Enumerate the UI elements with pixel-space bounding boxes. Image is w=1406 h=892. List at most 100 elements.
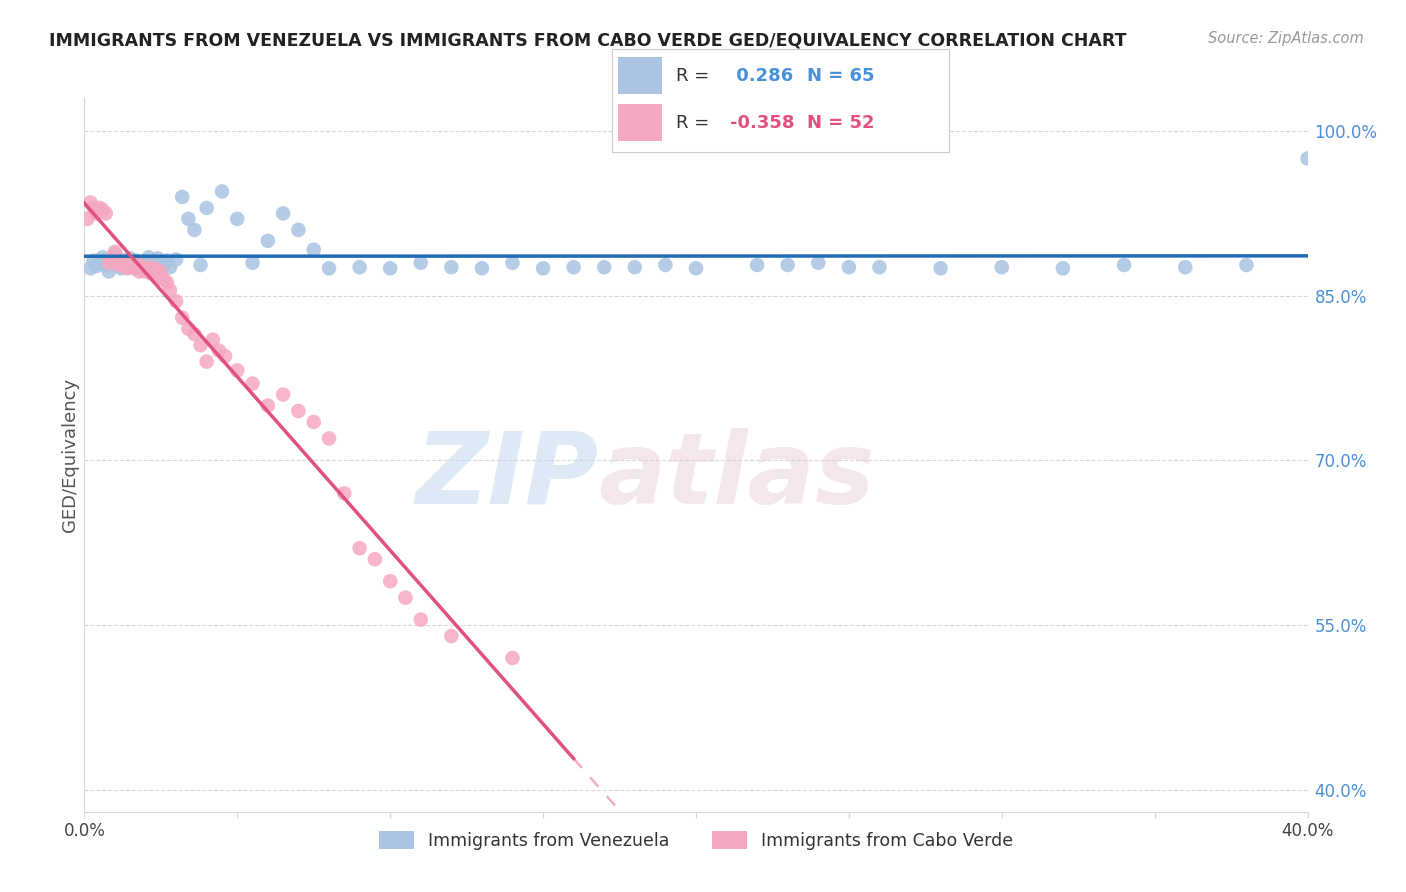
Point [502, 651, 524, 665]
Point [149, 256, 172, 270]
Point [83, 253, 105, 268]
Point [195, 201, 218, 215]
Point [593, 260, 616, 275]
Point [1174, 260, 1197, 275]
Point [333, 486, 356, 500]
Point [89, 256, 111, 270]
Point [318, 261, 340, 276]
Point [211, 185, 233, 199]
Point [380, 261, 402, 276]
Text: R =: R = [676, 114, 714, 132]
Point [86, 259, 108, 273]
Point [138, 250, 160, 264]
Text: -0.358: -0.358 [730, 114, 794, 132]
Point [76, 211, 98, 226]
Point [122, 261, 145, 276]
Point [135, 264, 157, 278]
Point [97, 256, 120, 270]
Point [214, 349, 236, 363]
Point [120, 258, 142, 272]
Point [79, 195, 101, 210]
Point [112, 258, 135, 272]
Point [208, 343, 231, 358]
Point [107, 258, 129, 272]
Point [257, 399, 280, 413]
Point [177, 211, 200, 226]
Point [115, 260, 138, 275]
Text: Source: ZipAtlas.com: Source: ZipAtlas.com [1208, 31, 1364, 46]
Point [195, 354, 218, 368]
Point [131, 260, 153, 275]
Point [89, 201, 111, 215]
Point [287, 223, 309, 237]
Point [190, 338, 212, 352]
Point [115, 261, 138, 276]
Point [104, 247, 127, 261]
Point [654, 258, 676, 272]
Point [143, 260, 166, 275]
Point [869, 260, 891, 275]
Point [165, 294, 187, 309]
Text: R =: R = [676, 67, 714, 85]
Point [1052, 261, 1074, 276]
Point [991, 260, 1014, 275]
Point [1296, 152, 1319, 166]
Point [471, 261, 494, 276]
Point [1236, 258, 1258, 272]
Point [79, 261, 101, 276]
Point [156, 253, 179, 268]
Point [128, 260, 150, 275]
Point [159, 260, 181, 275]
Point [146, 252, 169, 266]
Point [86, 206, 108, 220]
FancyBboxPatch shape [619, 57, 662, 95]
Point [807, 256, 830, 270]
Point [349, 541, 371, 556]
Point [110, 261, 132, 276]
Point [104, 244, 127, 259]
Point [83, 201, 105, 215]
Point [257, 234, 280, 248]
Point [122, 258, 145, 272]
Point [440, 260, 463, 275]
Point [146, 271, 169, 285]
Point [776, 258, 799, 272]
Y-axis label: GED/Equivalency: GED/Equivalency [62, 378, 80, 532]
Point [94, 258, 117, 272]
Point [242, 376, 264, 391]
Point [120, 252, 142, 266]
Legend: Immigrants from Venezuela, Immigrants from Cabo Verde: Immigrants from Venezuela, Immigrants fr… [373, 824, 1019, 856]
Point [172, 190, 194, 204]
Text: ZIP: ZIP [415, 428, 598, 524]
Point [177, 321, 200, 335]
Point [190, 258, 212, 272]
Point [685, 261, 707, 276]
Point [91, 250, 114, 264]
Point [302, 243, 325, 257]
Point [562, 260, 585, 275]
Text: 0.286: 0.286 [730, 67, 793, 85]
Point [318, 432, 340, 446]
Point [929, 261, 952, 276]
Text: atlas: atlas [598, 428, 875, 524]
Point [747, 258, 769, 272]
Point [97, 264, 120, 278]
Point [101, 250, 124, 264]
Point [349, 260, 371, 275]
Point [125, 253, 148, 268]
Point [128, 264, 150, 278]
Point [91, 203, 114, 218]
Point [242, 256, 264, 270]
Point [131, 256, 153, 270]
Point [531, 261, 554, 276]
FancyBboxPatch shape [619, 104, 662, 141]
Point [101, 256, 124, 270]
Point [271, 387, 294, 401]
Point [107, 258, 129, 272]
Point [624, 260, 647, 275]
Point [1114, 258, 1136, 272]
Point [201, 333, 224, 347]
Point [394, 591, 416, 605]
Point [149, 264, 172, 278]
Point [141, 267, 163, 281]
